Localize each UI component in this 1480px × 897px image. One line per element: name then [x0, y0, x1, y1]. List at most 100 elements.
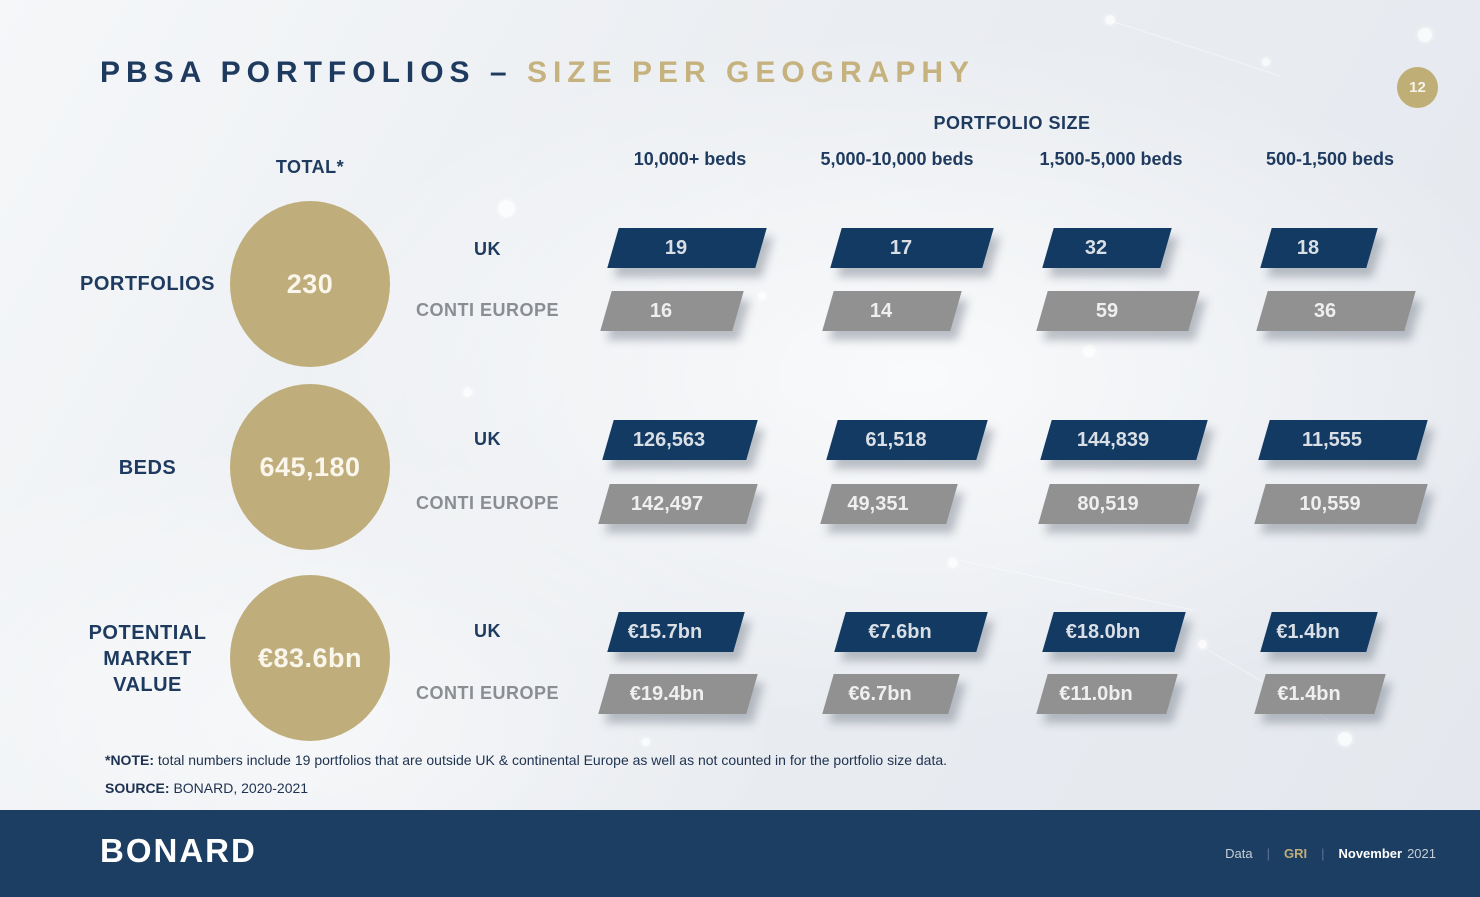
- background-particle: [1262, 58, 1270, 66]
- bar-value: 19: [664, 237, 688, 259]
- bar-value-conti-col4: €1.4bn: [1254, 674, 1386, 714]
- bar-portfolios-uk-col1: 19: [607, 228, 767, 268]
- bar-value: €1.4bn: [1276, 621, 1340, 643]
- bar-value: €15.7bn: [627, 621, 703, 643]
- total-circle-portfolios: 230: [230, 201, 390, 367]
- background-particle: [1105, 15, 1115, 25]
- total-circle-beds: 645,180: [230, 384, 390, 550]
- background-particle: [758, 292, 766, 300]
- bar-value: €1.4bn: [1277, 683, 1341, 705]
- series-label-conti-beds: CONTI EUROPE: [415, 493, 559, 513]
- page-number: 12: [1409, 79, 1426, 96]
- row-label-portfolios: PORTFOLIOS: [80, 273, 215, 295]
- bar-beds-uk-col4: 11,555: [1258, 420, 1428, 460]
- title-primary: PBSA PORTFOLIOS: [100, 56, 476, 89]
- total-value-beds: 645,180: [259, 451, 361, 482]
- bar-beds-uk-col1: 126,563: [602, 420, 758, 460]
- footer-separator: |: [1321, 846, 1325, 861]
- background-particle: [948, 558, 958, 568]
- source-text: BONARD, 2020-2021: [173, 780, 309, 796]
- background-particle: [642, 738, 650, 746]
- bar-portfolios-uk-col3: 32: [1042, 228, 1172, 268]
- column-header-5000-10000: 5,000-10,000 beds: [820, 149, 974, 169]
- footnote: *NOTE: total numbers include 19 portfoli…: [105, 752, 947, 768]
- title-dash: –: [489, 56, 513, 89]
- bar-value: €11.0bn: [1059, 683, 1133, 705]
- background-particle: [498, 200, 515, 217]
- bar-value: 126,563: [632, 429, 706, 451]
- bar-beds-conti-col4: 10,559: [1254, 484, 1428, 524]
- bar-portfolios-uk-col2: 17: [830, 228, 994, 268]
- bar-value-conti-col1: €19.4bn: [598, 674, 758, 714]
- background-particle: [1035, 118, 1042, 125]
- footer-gri-label: GRI: [1283, 846, 1308, 861]
- total-circle-value: €83.6bn: [230, 575, 390, 741]
- background-line: [959, 560, 1195, 611]
- bar-value: 142,497: [630, 493, 704, 515]
- bar-beds-conti-col3: 80,519: [1038, 484, 1200, 524]
- bar-portfolios-conti-col2: 14: [822, 291, 962, 331]
- background-particle: [1083, 345, 1095, 357]
- bar-value: €7.6bn: [868, 621, 932, 643]
- bar-value-uk-col2: €7.6bn: [834, 612, 988, 652]
- bar-beds-uk-col2: 61,518: [826, 420, 988, 460]
- bonard-logo: BONARD: [100, 832, 257, 869]
- background-particle: [463, 388, 472, 397]
- bar-value: 10,559: [1299, 493, 1361, 515]
- bar-value: 59: [1095, 300, 1119, 322]
- footer-data-label: Data: [1225, 846, 1253, 861]
- bar-portfolios-conti-col3: 59: [1036, 291, 1200, 331]
- footer-separator: |: [1266, 846, 1270, 861]
- bar-value: 61,518: [865, 429, 927, 451]
- source-label: SOURCE:: [105, 780, 170, 796]
- column-header-500-1500: 500-1,500 beds: [1265, 149, 1395, 169]
- bar-value: 18: [1296, 237, 1320, 259]
- bar-value: 36: [1313, 300, 1337, 322]
- bar-value: €6.7bn: [848, 683, 912, 705]
- row-label-beds: BEDS: [118, 457, 177, 479]
- bar-portfolios-uk-col4: 18: [1260, 228, 1378, 268]
- bar-value-uk-col1: €15.7bn: [607, 612, 745, 652]
- bar-value: €19.4bn: [629, 683, 705, 705]
- background-particle: [1418, 28, 1432, 42]
- bar-value: 49,351: [847, 493, 909, 515]
- footer-date-month: November: [1338, 846, 1403, 861]
- column-header-10000plus: 10,000+ beds: [633, 149, 747, 169]
- background-particle: [1338, 732, 1352, 746]
- bar-value: €18.0bn: [1065, 621, 1141, 643]
- series-label-conti-value: CONTI EUROPE: [415, 683, 559, 703]
- footer-bar: BONARD Data | GRI | November 2021: [0, 810, 1480, 897]
- series-label-uk-portfolios: UK: [474, 239, 501, 259]
- source-line: SOURCE: BONARD, 2020-2021: [105, 780, 308, 796]
- title-secondary: SIZE PER GEOGRAPHY: [526, 56, 976, 89]
- footnote-text: total numbers include 19 portfolios that…: [157, 752, 948, 768]
- bar-beds-uk-col3: 144,839: [1040, 420, 1208, 460]
- bar-beds-conti-col1: 142,497: [598, 484, 758, 524]
- bar-portfolios-conti-col4: 36: [1256, 291, 1416, 331]
- bar-value: 14: [869, 300, 893, 322]
- series-label-uk-value: UK: [474, 621, 501, 641]
- bar-portfolios-conti-col1: 16: [600, 291, 744, 331]
- total-value-market: €83.6bn: [257, 642, 363, 673]
- total-value-portfolios: 230: [286, 268, 334, 299]
- bar-value-conti-col2: €6.7bn: [822, 674, 960, 714]
- background-line: [1109, 20, 1282, 77]
- footer-date-year: 2021: [1407, 846, 1436, 861]
- bar-value-uk-col3: €18.0bn: [1042, 612, 1186, 652]
- bar-value: 80,519: [1077, 493, 1139, 515]
- bar-value: 144,839: [1076, 429, 1150, 451]
- bar-value-conti-col3: €11.0bn: [1036, 674, 1178, 714]
- page-title: PBSA PORTFOLIOS – SIZE PER GEOGRAPHY: [100, 56, 975, 90]
- bar-value: 11,555: [1301, 429, 1363, 451]
- page-number-badge: 12: [1397, 67, 1438, 108]
- column-header-1500-5000: 1,500-5,000 beds: [1039, 149, 1183, 169]
- series-label-conti-portfolios: CONTI EUROPE: [415, 300, 559, 320]
- total-column-header: TOTAL*: [275, 157, 345, 177]
- row-label-potential-market-value: POTENTIAL MARKET VALUE: [88, 622, 207, 696]
- footer-meta: Data | GRI | November 2021: [1225, 846, 1436, 861]
- series-label-uk-beds: UK: [474, 429, 501, 449]
- portfolio-size-header: PORTFOLIO SIZE: [933, 113, 1091, 133]
- background-particle: [1198, 640, 1207, 649]
- bar-value: 16: [649, 300, 673, 322]
